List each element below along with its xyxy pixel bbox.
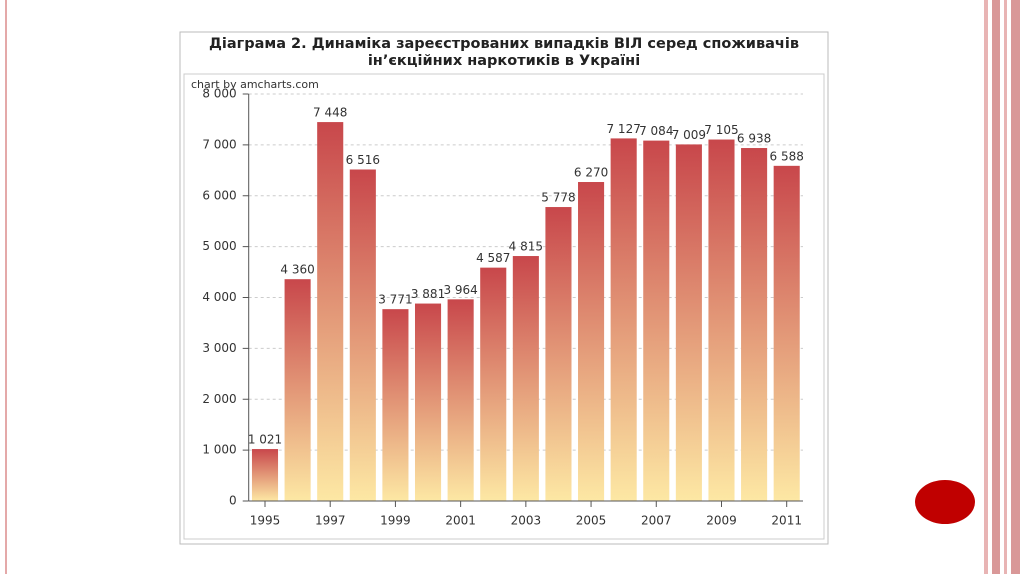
y-tick-label: 6 000 xyxy=(202,188,236,202)
bar xyxy=(349,169,376,501)
bar xyxy=(512,256,539,501)
slide-stripe xyxy=(984,0,988,574)
value-label: 7 105 xyxy=(704,123,738,137)
chart-title: Діаграма 2. Динаміка зареєстрованих випа… xyxy=(208,36,800,69)
value-label: 5 778 xyxy=(541,191,575,205)
value-label: 3 771 xyxy=(378,293,412,307)
value-label: 4 815 xyxy=(509,240,543,254)
bar xyxy=(317,122,344,501)
bar xyxy=(675,144,702,502)
bar xyxy=(773,165,800,501)
bar xyxy=(741,148,768,502)
value-label: 7 009 xyxy=(672,128,706,142)
x-tick-label: 1997 xyxy=(315,514,346,528)
value-label: 6 270 xyxy=(574,166,608,180)
y-tick-label: 7 000 xyxy=(202,137,236,151)
bar xyxy=(251,449,279,501)
x-tick-label: 2001 xyxy=(445,514,476,528)
y-tick-label: 5 000 xyxy=(202,239,236,253)
x-tick-label: 2003 xyxy=(511,514,542,528)
value-label: 6 588 xyxy=(770,149,804,163)
value-label: 6 516 xyxy=(346,153,380,167)
slide-stripe xyxy=(992,0,1000,574)
value-label: 7 448 xyxy=(313,106,347,120)
bar xyxy=(545,207,572,501)
y-tick-label: 3 000 xyxy=(202,341,236,355)
y-tick-label: 2 000 xyxy=(202,392,236,406)
bar xyxy=(414,303,442,501)
x-tick-label: 2005 xyxy=(576,514,607,528)
y-tick-label: 4 000 xyxy=(202,290,236,304)
y-tick-label: 8 000 xyxy=(202,87,236,101)
bar xyxy=(480,267,507,501)
x-tick-label: 2009 xyxy=(706,514,737,528)
y-tick-label: 0 xyxy=(229,494,237,508)
value-label: 3 964 xyxy=(443,283,477,297)
slide-dot xyxy=(915,480,975,524)
value-label: 3 881 xyxy=(411,287,445,301)
slide-stripe xyxy=(1011,0,1020,574)
value-label: 1 021 xyxy=(248,433,282,447)
bar xyxy=(578,182,605,502)
y-tick-label: 1 000 xyxy=(202,443,236,457)
value-label: 7 084 xyxy=(639,124,673,138)
value-label: 4 360 xyxy=(280,263,314,277)
value-label: 6 938 xyxy=(737,132,771,146)
x-tick-label: 1995 xyxy=(250,514,281,528)
bar xyxy=(382,309,409,501)
bar xyxy=(610,138,637,501)
x-tick-label: 1999 xyxy=(380,514,411,528)
bar xyxy=(708,139,735,501)
bar xyxy=(284,279,311,501)
value-label: 4 587 xyxy=(476,251,510,265)
credit: chart by amcharts.com xyxy=(191,78,319,91)
value-label: 7 127 xyxy=(606,122,640,136)
bar xyxy=(447,299,474,501)
bar xyxy=(643,140,670,501)
x-tick-label: 2007 xyxy=(641,514,672,528)
x-tick-label: 2011 xyxy=(771,514,802,528)
slide-stripe xyxy=(1004,0,1007,574)
